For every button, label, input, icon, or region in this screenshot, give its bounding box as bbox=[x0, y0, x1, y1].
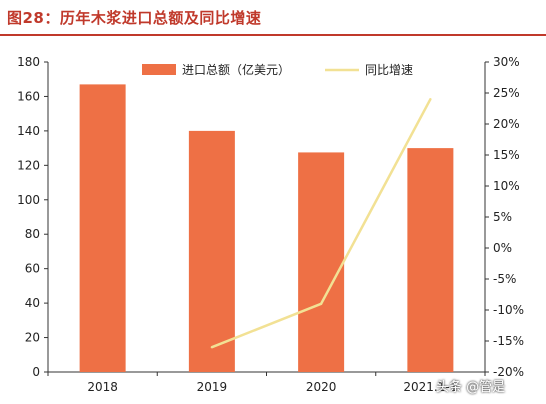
y-left-tick-label: 40 bbox=[25, 296, 40, 310]
y-left-tick-label: 60 bbox=[25, 262, 40, 276]
bar-2021.1-1 bbox=[407, 148, 454, 372]
y-right-tick-label: 10% bbox=[493, 179, 520, 193]
title-rule bbox=[0, 34, 546, 36]
x-tick-label: 2020 bbox=[306, 380, 337, 394]
y-right-tick-label: 5% bbox=[493, 210, 512, 224]
y-left-tick-label: 100 bbox=[17, 193, 40, 207]
y-left-tick-label: 140 bbox=[17, 124, 40, 138]
y-right-tick-label: 15% bbox=[493, 148, 520, 162]
figure-title: 图28：历年木浆进口总额及同比增速 bbox=[7, 9, 262, 27]
x-tick-label: 2019 bbox=[197, 380, 228, 394]
y-left-tick-label: 180 bbox=[17, 55, 40, 69]
y-left-tick-label: 20 bbox=[25, 331, 40, 345]
watermark: 头条 @管是 bbox=[436, 380, 506, 395]
y-right-tick-label: 30% bbox=[493, 55, 520, 69]
y-right-tick-label: 25% bbox=[493, 86, 520, 100]
growth-point-2019 bbox=[210, 346, 214, 349]
growth-point-2020 bbox=[319, 302, 323, 305]
y-left-tick-label: 0 bbox=[32, 365, 40, 379]
y-left-tick-label: 120 bbox=[17, 158, 40, 172]
legend-label-bar: 进口总额（亿美元） bbox=[182, 62, 290, 77]
bar-2020 bbox=[298, 152, 345, 372]
y-right-tick-label: -20% bbox=[493, 365, 524, 379]
y-left-tick-label: 160 bbox=[17, 89, 40, 103]
y-right-tick-label: 0% bbox=[493, 241, 512, 255]
bar-2019 bbox=[188, 130, 235, 372]
y-right-tick-label: -10% bbox=[493, 303, 524, 317]
y-left-tick-label: 80 bbox=[25, 227, 40, 241]
x-tick-label: 2021.1-1 bbox=[403, 380, 457, 394]
bar-2018 bbox=[79, 84, 126, 372]
legend-label-line: 同比增速 bbox=[365, 63, 413, 77]
growth-point-2021.1-1 bbox=[429, 98, 432, 101]
legend-swatch-bar bbox=[142, 64, 176, 75]
x-tick-label: 2018 bbox=[87, 380, 118, 394]
y-right-tick-label: -5% bbox=[493, 272, 516, 286]
y-right-tick-label: 20% bbox=[493, 117, 520, 131]
y-right-tick-label: -15% bbox=[493, 334, 524, 348]
